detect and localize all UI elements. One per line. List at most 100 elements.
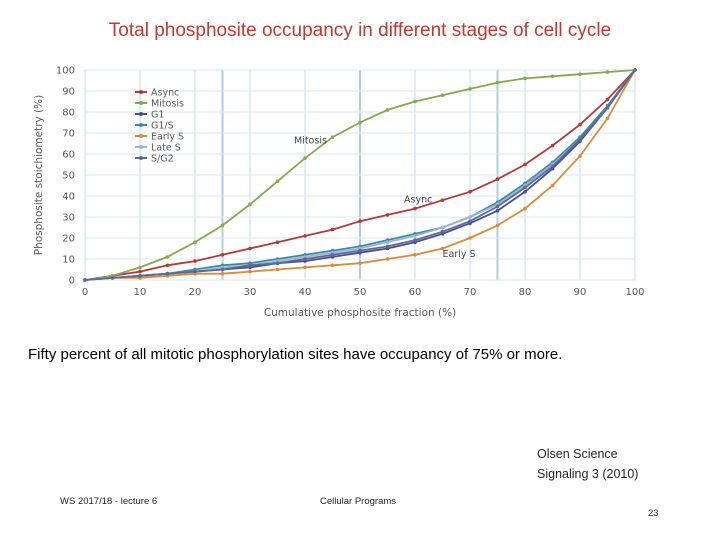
- data-point-early-s: [413, 253, 417, 257]
- data-point-s-g2: [440, 229, 445, 234]
- legend-marker-late-s: [139, 145, 143, 149]
- x-tick-label: 100: [625, 287, 644, 298]
- legend-marker-async: [139, 90, 143, 94]
- citation-journal: Olsen Science: [537, 447, 618, 461]
- legend-label-s-g2: S/G2: [151, 154, 174, 165]
- page-number: 23: [648, 508, 659, 519]
- data-point-early-s: [275, 267, 280, 272]
- data-point-s-g2: [468, 219, 472, 223]
- data-point-s-g2: [83, 278, 87, 282]
- data-point-g1: [523, 190, 527, 194]
- data-point-s-g2: [138, 274, 142, 278]
- data-point-early-s: [550, 183, 555, 188]
- data-point-s-g2: [605, 106, 610, 110]
- y-tick-label: 10: [62, 255, 75, 266]
- x-tick-label: 60: [409, 287, 422, 298]
- legend-label-g1-s: G1/S: [151, 121, 174, 132]
- legend-label-g1: G1: [151, 110, 164, 121]
- y-tick-label: 0: [69, 276, 75, 287]
- data-point-g1: [495, 208, 500, 213]
- y-tick-label: 70: [62, 129, 75, 140]
- x-tick-label: 30: [244, 287, 257, 298]
- data-point-s-g2: [303, 257, 307, 261]
- data-point-async: [413, 206, 417, 211]
- x-axis-label: Cumulative phosphosite fraction (%): [264, 307, 456, 319]
- data-point-mitosis: [358, 120, 362, 125]
- legend-label-async: Async: [151, 88, 179, 99]
- data-point-async: [248, 246, 252, 251]
- data-point-early-s: [605, 116, 610, 121]
- citation-details: Signaling 3 (2010): [537, 467, 639, 481]
- annotation-label: Async: [404, 194, 432, 205]
- data-point-mitosis: [193, 240, 197, 244]
- y-tick-label: 90: [62, 87, 75, 98]
- data-point-s-g2: [330, 253, 335, 257]
- annotation-label: Mitosis: [294, 136, 327, 147]
- data-point-s-g2: [220, 267, 225, 272]
- footer-topic: Cellular Programs: [320, 496, 397, 507]
- data-point-late-s: [385, 240, 390, 244]
- data-point-late-s: [413, 234, 417, 238]
- data-point-mitosis: [303, 156, 307, 160]
- data-point-s-g2: [248, 263, 252, 268]
- data-point-mitosis: [440, 93, 445, 97]
- data-point-s-g2: [358, 248, 362, 253]
- x-tick-label: 10: [134, 287, 147, 298]
- data-point-early-s: [385, 257, 390, 261]
- data-point-mitosis: [275, 179, 280, 184]
- y-tick-label: 80: [62, 108, 75, 119]
- data-point-async: [303, 234, 307, 238]
- occupancy-chart: 0 10 20 30 40 50 60 70 80 90 100 0 10 20 30 40 50 60 70 80 9…: [33, 66, 645, 320]
- data-point-s-g2: [578, 137, 582, 142]
- data-point-s-g2: [110, 276, 115, 280]
- x-tick-label: 80: [519, 287, 532, 298]
- data-point-async: [193, 259, 197, 263]
- data-point-async: [550, 143, 555, 148]
- x-tick-label: 40: [299, 287, 312, 298]
- data-point-mitosis: [385, 108, 390, 112]
- data-point-async: [605, 97, 610, 102]
- data-point-early-s: [468, 236, 472, 240]
- data-point-s-g2: [385, 244, 390, 249]
- data-point-async: [495, 177, 500, 181]
- data-point-async: [275, 240, 280, 244]
- y-tick-label: 60: [62, 150, 75, 161]
- data-point-s-g2: [550, 164, 555, 169]
- data-point-async: [165, 263, 170, 268]
- data-point-early-s: [330, 263, 335, 268]
- citation: Olsen Science Signaling 3 (2010): [537, 444, 638, 484]
- x-tick-label: 50: [354, 287, 367, 298]
- y-axis-label: Phosphosite stoichiometry (%): [33, 95, 45, 255]
- data-point-early-s: [303, 265, 307, 270]
- y-tick-label: 30: [62, 213, 75, 224]
- data-point-async: [220, 253, 225, 257]
- chart-annotations: Mitosis Async Early S: [294, 136, 476, 260]
- data-point-early-s: [358, 261, 362, 265]
- data-point-mitosis: [550, 74, 555, 79]
- data-point-async: [358, 219, 362, 223]
- data-point-late-s: [468, 215, 472, 219]
- data-point-early-s: [220, 271, 225, 276]
- data-point-mitosis: [165, 255, 170, 259]
- x-tick-label: 90: [574, 287, 587, 298]
- data-point-s-g2: [413, 238, 417, 242]
- x-tick-label: 70: [464, 287, 477, 298]
- data-point-s-g2: [275, 261, 280, 265]
- data-point-async: [578, 122, 582, 127]
- chart-ticks: 0 10 20 30 40 50 60 70 80 90 100 0 10 20 30 40 50 60 70 80 9…: [56, 66, 645, 299]
- data-point-mitosis: [248, 202, 252, 207]
- data-point-async: [138, 269, 142, 274]
- y-tick-label: 50: [62, 171, 75, 182]
- data-point-mitosis: [413, 99, 417, 104]
- data-point-early-s: [578, 154, 582, 158]
- data-point-early-s: [248, 269, 252, 274]
- data-point-mitosis: [330, 135, 335, 139]
- data-point-s-g2: [633, 68, 637, 72]
- chart-series: [83, 68, 637, 282]
- legend-label-mitosis: Mitosis: [151, 99, 184, 110]
- legend-marker-g1: [139, 112, 143, 116]
- data-point-mitosis: [578, 72, 582, 76]
- data-point-async: [330, 227, 335, 232]
- data-point-early-s: [523, 206, 527, 211]
